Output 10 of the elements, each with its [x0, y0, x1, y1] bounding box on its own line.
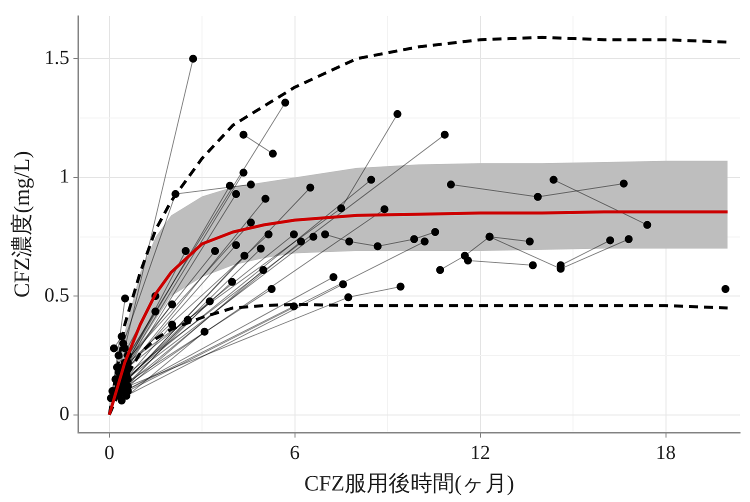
x-axis-title: CFZ服用後時間(ヶ月) — [304, 470, 514, 496]
x-tick-label: 18 — [656, 442, 676, 464]
y-tick-label: 0 — [59, 403, 70, 426]
x-tick-label: 12 — [470, 442, 490, 464]
y-tick-label: 1 — [59, 166, 70, 188]
x-tick-label: 6 — [290, 442, 300, 464]
y-tick-label: 0.5 — [44, 284, 70, 306]
y-tick-label: 1.5 — [44, 46, 70, 69]
y-axis-title: CFZ濃度(mg/L) — [8, 150, 34, 298]
x-tick-label: 0 — [104, 442, 114, 464]
